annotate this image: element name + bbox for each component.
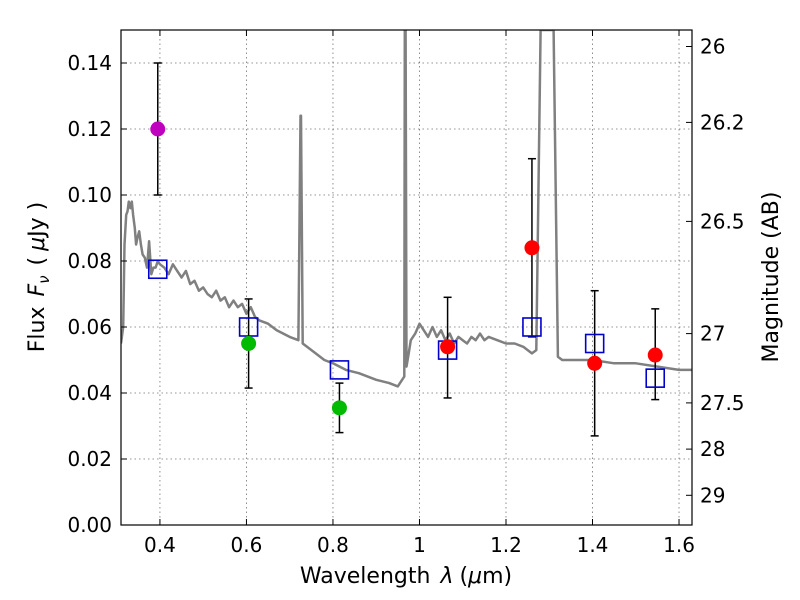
observed-point-4 [524, 240, 540, 256]
tick-layer: 0.4 0.6 0.8 1 1.2 1.4 1.6 0.00 0.02 0.04 0.06 0.08 0… [67, 30, 745, 557]
y2-tick-label-6: 29 [700, 483, 725, 507]
model-point-1 [238, 317, 259, 337]
y-tick-label-2: 0.04 [67, 381, 112, 405]
y-tick-label-6: 0.12 [67, 117, 112, 141]
y2-tick-label-3: 27 [700, 322, 725, 346]
observed-point-2 [331, 400, 347, 416]
observed-point-6 [647, 347, 663, 363]
y-tick-label-7: 0.14 [67, 51, 112, 75]
x-tick-label-1: 0.6 [231, 533, 263, 557]
model-sed-line [121, 30, 692, 388]
model-point-6 [645, 368, 666, 388]
plot-frame [120, 29, 693, 526]
observed-point-0 [150, 121, 166, 137]
y-tick-label-3: 0.06 [67, 315, 112, 339]
y2-tick-label-2: 26.5 [700, 209, 745, 233]
x-tick-label-3: 1 [413, 533, 426, 557]
observed-point-3 [440, 339, 456, 355]
grid-layer [121, 30, 692, 526]
y-tick-label-0: 0.00 [67, 513, 112, 537]
y2-tick-label-1: 26.2 [700, 110, 745, 134]
model-point-4 [522, 317, 542, 337]
y-tick-label-4: 0.08 [67, 249, 112, 273]
observed-point-5 [587, 355, 603, 371]
model-point-2 [329, 360, 350, 380]
x-tick-label-6: 1.6 [663, 533, 695, 557]
y2-tick-label-0: 26 [700, 35, 725, 59]
model-point-5 [584, 333, 605, 354]
y2-axis-title: Magnitude (AB) [759, 192, 784, 363]
points-layer [147, 62, 666, 437]
plot-layer [121, 30, 692, 388]
y2-tick-label-5: 28 [700, 437, 725, 461]
x-tick-label-4: 1.2 [490, 533, 522, 557]
y-tick-label-1: 0.02 [67, 447, 112, 471]
x-tick-label-0: 0.4 [144, 533, 176, 557]
x-tick-label-2: 0.8 [317, 533, 349, 557]
model-point-0 [147, 259, 168, 280]
y-tick-label-5: 0.10 [67, 183, 112, 207]
x-tick-label-5: 1.4 [577, 533, 609, 557]
y-axis-title: FluxFν(μJy ) [25, 202, 53, 352]
x-axis-title: Wavelength λ (μm) [300, 564, 512, 589]
y2-tick-label-4: 27.5 [700, 391, 745, 415]
observed-point-1 [241, 336, 257, 351]
